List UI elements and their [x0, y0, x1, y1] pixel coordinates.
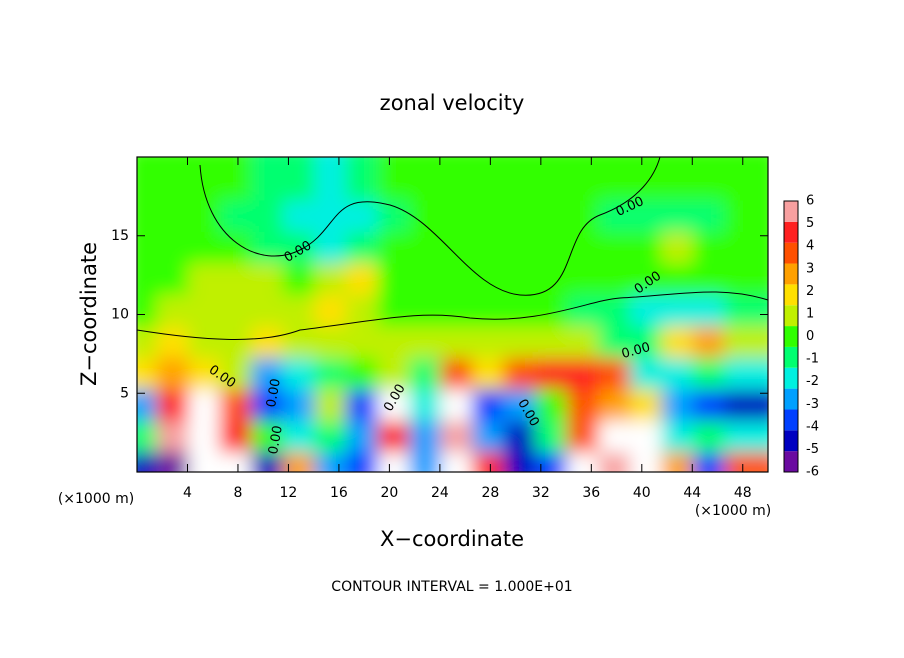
x-tick-label: 36	[582, 485, 600, 501]
colorbar-label: 6	[806, 194, 814, 209]
x-tick-label: 20	[380, 485, 398, 501]
x-tick-label: 4	[183, 485, 192, 501]
colorbar-swatch	[784, 201, 798, 222]
colorbar-label: 4	[806, 239, 814, 254]
cell	[724, 157, 768, 201]
contour-line	[199, 156, 661, 296]
overlay: 4 8 12 16 20 24 28 32 36 40 44 48510150.000.000.000…	[111, 156, 819, 501]
contour-label: 0.00	[266, 424, 286, 455]
colorbar-label: 3	[806, 261, 814, 276]
x-tick-label: 28	[481, 485, 499, 501]
colorbar-swatch	[784, 430, 798, 452]
colorbar-label: 5	[806, 216, 814, 231]
x-tick-label: 16	[330, 485, 348, 501]
colorbar-swatch	[784, 263, 798, 285]
colorbar-swatch	[784, 451, 798, 472]
chart-title: zonal velocity	[380, 91, 525, 115]
x-tick-label: 24	[431, 485, 449, 501]
x-tick-label: 32	[532, 485, 550, 501]
colorbar-label: -2	[806, 374, 819, 389]
colorbar-swatch	[784, 221, 798, 243]
field	[137, 157, 768, 472]
colorbar-label: -5	[806, 442, 819, 457]
colorbar-swatch	[784, 305, 798, 327]
y-axis-label: Z−coordinate	[77, 242, 101, 386]
x-tick-label: 48	[734, 485, 752, 501]
x-tick-label: 8	[233, 485, 242, 501]
x-unit-label: (×1000 m)	[58, 491, 134, 507]
colorbar-label: -1	[806, 352, 819, 367]
colorbar-label: -4	[806, 419, 819, 434]
x-axis-label: X−coordinate	[380, 527, 524, 551]
x-unit-label: (×1000 m)	[695, 503, 771, 519]
cells	[137, 157, 768, 472]
contour-label: 0.00	[620, 340, 652, 362]
colorbar-swatch	[784, 388, 798, 410]
x-tick-label: 40	[633, 485, 651, 501]
colorbar-label: 1	[806, 306, 814, 321]
colorbar-frame	[783, 200, 799, 473]
colorbar-swatch	[784, 409, 798, 431]
colorbar-label: -3	[806, 397, 819, 412]
annotation: CONTOUR INTERVAL = 1.000E+01	[331, 579, 572, 595]
colorbar-swatch	[784, 326, 798, 347]
colorbar-label: 0	[806, 329, 814, 344]
contour-label: 0.00	[264, 377, 284, 408]
y-tick-label: 15	[111, 228, 129, 244]
colorbar-swatch	[784, 242, 798, 264]
colorbar-swatch	[784, 367, 798, 389]
y-tick-label: 10	[111, 307, 129, 323]
y-tick-label: 5	[120, 385, 129, 401]
colorbar-label: 2	[806, 284, 814, 299]
colorbar-label: -6	[806, 465, 819, 480]
x-tick-label: 44	[683, 485, 701, 501]
colorbar-swatch	[784, 346, 798, 368]
contour-line	[136, 291, 769, 340]
colorbar-swatch	[784, 284, 798, 306]
x-tick-label: 12	[280, 485, 298, 501]
